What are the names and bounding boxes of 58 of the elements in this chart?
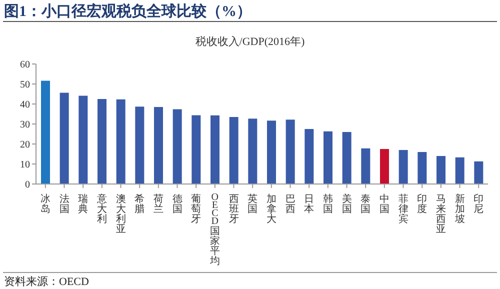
y-tick-label: 40 [20,100,30,111]
x-tick-label: 希腊 [134,193,145,215]
y-tick-label: 10 [20,160,30,171]
x-tick-label: 中国 [379,193,390,215]
bar [154,107,163,184]
x-tick-label: 马来西亚 [436,194,446,235]
x-tick-label: 泰国 [360,194,371,215]
x-tick-label: 澳大利亚 [116,193,126,235]
x-tick-label: 德国 [172,194,182,215]
bar [116,99,126,184]
x-tick-label: 新加坡 [454,193,465,225]
bar [78,96,88,184]
bar [436,156,446,184]
x-tick-label: 韩国 [322,193,333,215]
bar [60,92,69,184]
y-tick-label: 0 [25,180,30,191]
bar [192,115,201,184]
x-tick-label: 英国 [248,193,258,215]
bar [229,117,238,184]
bar [41,80,50,184]
x-tick-label: 葡萄牙 [191,193,202,225]
x-tick-label: 日本 [304,194,314,215]
chart-subtitle: 税收收入/GDP(2016年) [194,35,306,49]
y-tick-label: 30 [20,120,30,131]
bar [474,161,484,184]
x-tick-label: 菲律宾 [398,193,408,225]
chart-title: 图1：小口径宏观税负全球比较（%） [4,2,252,21]
text: 资料来源：OECD [4,275,89,289]
x-tick-label: 美国 [342,193,352,215]
bar [286,120,295,184]
bar [304,129,314,184]
bar [361,148,370,184]
y-tick-label: 20 [20,140,30,151]
bar [342,132,352,184]
bar [324,131,332,184]
bar [210,115,220,184]
x-tick-label: 冰岛 [40,193,50,215]
bar [418,152,427,184]
bar [248,118,258,184]
bar [98,99,106,184]
y-tick-label: 50 [20,80,30,91]
y-tick-label: 60 [20,60,30,71]
x-tick-label: 意大利 [96,193,107,225]
x-tick-label: 法国 [59,193,70,215]
x-tick-label: 荷兰 [153,193,164,215]
x-tick-label: 西班牙 [228,194,239,225]
x-tick-label: 印度 [417,193,428,215]
x-tick-label: 巴西 [285,194,296,215]
x-tick-label: OECD国家平均 [208,192,220,267]
bar [398,150,408,184]
x-tick-label: 加拿大 [266,193,276,225]
x-tick-label: 瑞典 [78,193,88,215]
x-tick-label: 印尼 [474,193,484,215]
bar [267,120,276,184]
bar [380,149,389,184]
bar [172,109,182,184]
bar [135,106,144,184]
bar [455,157,464,184]
